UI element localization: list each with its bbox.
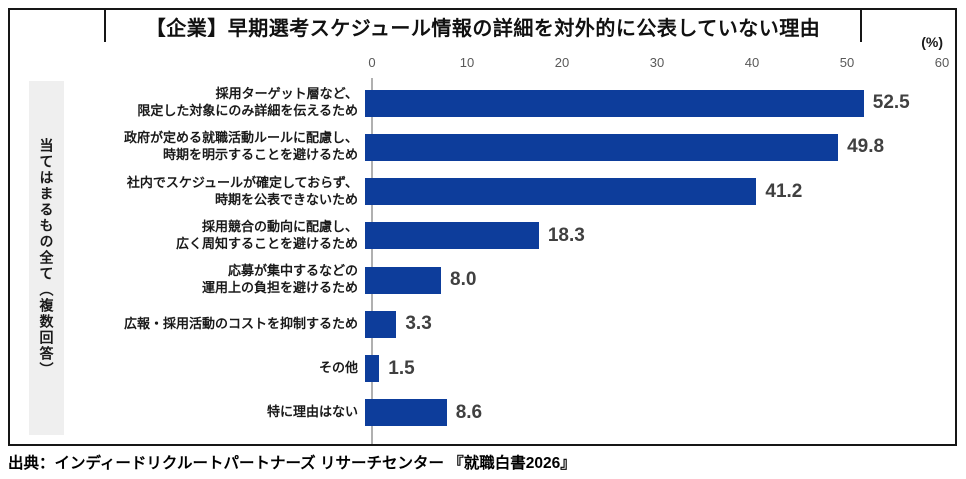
bar-zone: 3.3 [365,302,952,346]
category-label: 特に理由はない [266,404,358,420]
bar-zone: 8.0 [365,258,952,302]
answer-type-label: 当てはまるもの全て（複数回答） [38,138,55,378]
x-tick: 40 [744,55,760,70]
x-axis-ticks: 0 10 20 30 40 50 60 [10,55,955,71]
chart-title: 【企業】早期選考スケジュール情報の詳細を対外的に公表していない理由 [145,17,821,40]
source-note: 出典：インディードリクルートパートナーズ リサーチセンター 『就職白書2026』 [8,455,576,472]
value-label: 3.3 [405,313,432,335]
bar-zone: 1.5 [365,347,952,391]
value-label: 41.2 [765,180,803,202]
category-label: 採用ターゲット層など、 限定した対象にのみ詳細を伝えるため [137,86,358,119]
bar [365,399,447,427]
bar [365,89,864,117]
chart-title-box: 【企業】早期選考スケジュール情報の詳細を対外的に公表していない理由 [104,10,862,42]
chart-frame: 【企業】早期選考スケジュール情報の詳細を対外的に公表していない理由 (%) 0 1… [8,8,957,446]
bar-zone: 8.6 [365,391,952,435]
chart-row: 特に理由はない 8.6 [64,391,952,435]
chart-row: 採用競合の動向に配慮し、 広く周知することを避けるため 18.3 [64,214,952,258]
category-label: 社内でスケジュールが確定しておらず、 時期を公表できないため [126,174,358,207]
bar [365,266,441,294]
x-tick: 0 [368,55,376,70]
chart-row: 応募が集中するなどの 運用上の負担を避けるため 8.0 [64,258,952,302]
chart-row: 広報・採用活動のコストを抑制するため 3.3 [64,302,952,346]
bar [365,178,757,206]
category-label: 広報・採用活動のコストを抑制するため [123,315,358,331]
answer-type-sidebar: 当てはまるもの全て（複数回答） [29,81,64,435]
bar-zone: 52.5 [365,81,952,125]
bar [365,310,397,338]
bar-zone: 49.8 [365,125,952,169]
value-label: 8.6 [455,401,483,423]
bar [365,133,839,161]
x-tick: 60 [934,55,950,70]
bar [365,222,539,250]
bar-zone: 41.2 [365,170,952,214]
axis-unit-label: (%) [921,34,943,50]
value-label: 8.0 [450,269,477,291]
value-label: 1.5 [388,357,415,379]
value-label: 18.3 [547,224,585,246]
chart-row: その他 1.5 [64,347,952,391]
bar-zone: 18.3 [365,214,952,258]
chart-row: 政府が定める就職活動ルールに配慮し、 時期を明示することを避けるため 49.8 [64,125,952,169]
chart-row: 採用ターゲット層など、 限定した対象にのみ詳細を伝えるため 52.5 [64,81,952,125]
category-label: 政府が定める就職活動ルールに配慮し、 時期を明示することを避けるため [123,130,358,163]
x-tick: 10 [459,55,475,70]
x-tick: 30 [649,55,665,70]
category-label: 採用競合の動向に配慮し、 広く周知することを避けるため [175,218,358,251]
category-label: その他 [318,360,358,376]
zero-axis-line [371,78,373,444]
x-tick: 50 [839,55,855,70]
plot-area: 採用ターゲット層など、 限定した対象にのみ詳細を伝えるため 52.5 政府が定める就… [64,81,952,435]
bar [365,355,380,383]
chart-row: 社内でスケジュールが確定しておらず、 時期を公表できないため 41.2 [64,170,952,214]
x-tick: 20 [554,55,570,70]
value-label: 52.5 [872,92,910,114]
category-label: 応募が集中するなどの 運用上の負担を避けるため [201,263,358,296]
value-label: 49.8 [847,136,885,158]
